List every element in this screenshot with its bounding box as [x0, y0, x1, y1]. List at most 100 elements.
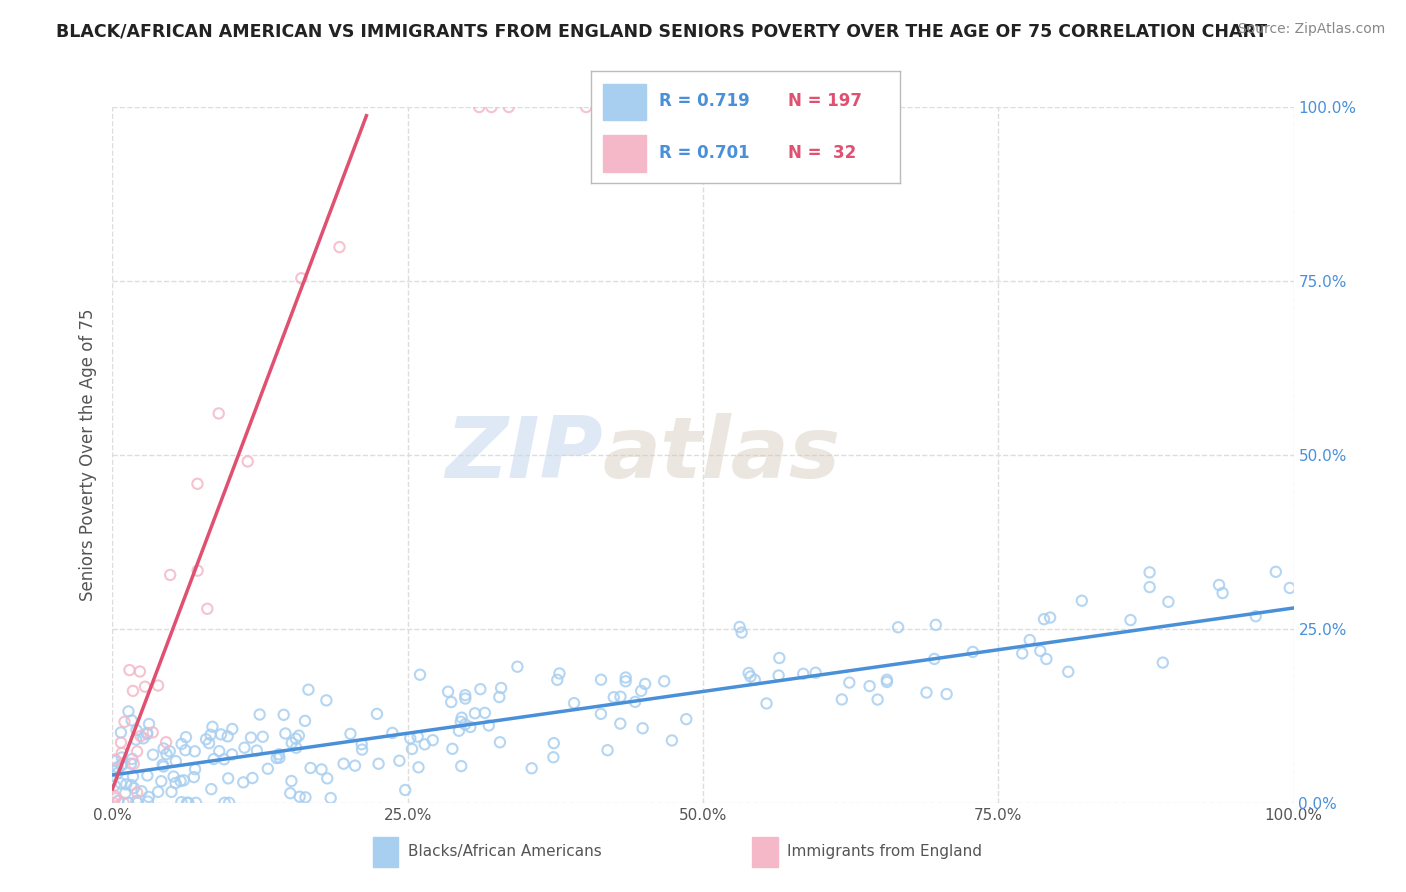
Point [274, 726, 297, 740]
Point [1244, 609, 1267, 624]
Point [464, 706, 486, 721]
Point [866, 692, 889, 706]
Point [195, 602, 218, 616]
Point [111, 758, 134, 772]
Point [399, 731, 422, 746]
Bar [603, 135, 647, 171]
Point [319, 791, 342, 805]
Point [104, 779, 127, 793]
Text: Blacks/African Americans: Blacks/African Americans [408, 844, 602, 859]
Point [107, 765, 129, 780]
Bar [603, 84, 647, 120]
Point [136, 768, 159, 782]
Point [125, 744, 148, 758]
Point [195, 732, 218, 747]
Point [232, 775, 254, 789]
Point [186, 476, 208, 491]
Point [1278, 581, 1301, 595]
Point [366, 706, 388, 721]
Point [350, 737, 373, 751]
Point [159, 568, 181, 582]
Point [174, 743, 197, 757]
Point [316, 772, 339, 786]
Point [273, 707, 295, 722]
Point [152, 757, 174, 772]
Point [652, 674, 675, 689]
Text: Immigrants from England: Immigrants from England [787, 844, 983, 859]
Point [624, 695, 647, 709]
Point [728, 620, 751, 634]
Point [1029, 644, 1052, 658]
Point [332, 756, 354, 771]
Point [935, 687, 957, 701]
Text: Source: ZipAtlas.com: Source: ZipAtlas.com [1237, 22, 1385, 37]
Point [328, 240, 350, 254]
Point [614, 674, 637, 689]
Text: ZIP: ZIP [444, 413, 603, 497]
Point [422, 733, 444, 747]
Point [737, 666, 759, 681]
Point [128, 665, 150, 679]
Point [209, 727, 232, 741]
Y-axis label: Seniors Poverty Over the Age of 75: Seniors Poverty Over the Age of 75 [79, 309, 97, 601]
Point [122, 756, 145, 771]
Point [256, 762, 278, 776]
Point [155, 735, 177, 749]
Point [768, 651, 790, 665]
Point [174, 730, 197, 744]
Point [184, 762, 207, 776]
Point [543, 736, 565, 750]
Point [107, 794, 129, 808]
Point [858, 679, 880, 693]
Point [876, 675, 898, 690]
Point [121, 752, 143, 766]
Point [631, 721, 654, 735]
Point [125, 794, 148, 808]
Point [138, 717, 160, 731]
Point [437, 684, 460, 698]
Point [120, 778, 142, 792]
Point [269, 751, 291, 765]
Point [630, 684, 652, 698]
Point [221, 747, 243, 762]
Point [120, 756, 142, 771]
Point [792, 666, 814, 681]
Point [408, 760, 430, 774]
Point [548, 666, 571, 681]
Point [136, 727, 159, 741]
Bar [752, 837, 778, 867]
Point [481, 100, 503, 114]
Point [267, 747, 290, 762]
Point [117, 796, 139, 810]
Point [104, 791, 127, 805]
Point [111, 746, 134, 760]
Point [218, 796, 240, 810]
Point [280, 774, 302, 789]
Point [278, 786, 301, 800]
Point [150, 774, 173, 789]
Point [127, 796, 149, 810]
Point [138, 789, 160, 804]
Text: N =  32: N = 32 [789, 144, 856, 161]
Point [152, 759, 174, 773]
Point [768, 668, 790, 682]
Point [731, 625, 754, 640]
Point [104, 754, 127, 768]
Point [1264, 565, 1286, 579]
Text: R = 0.719: R = 0.719 [658, 93, 749, 111]
Point [125, 723, 148, 738]
Point [575, 100, 598, 114]
Point [288, 729, 311, 743]
Point [441, 741, 464, 756]
Point [198, 736, 221, 750]
Point [142, 725, 165, 739]
Point [406, 730, 429, 744]
Point [136, 726, 159, 740]
Point [339, 727, 361, 741]
Point [169, 774, 191, 789]
Point [236, 454, 259, 468]
Point [146, 679, 169, 693]
Point [101, 763, 124, 777]
Point [755, 697, 778, 711]
Point [111, 750, 134, 764]
